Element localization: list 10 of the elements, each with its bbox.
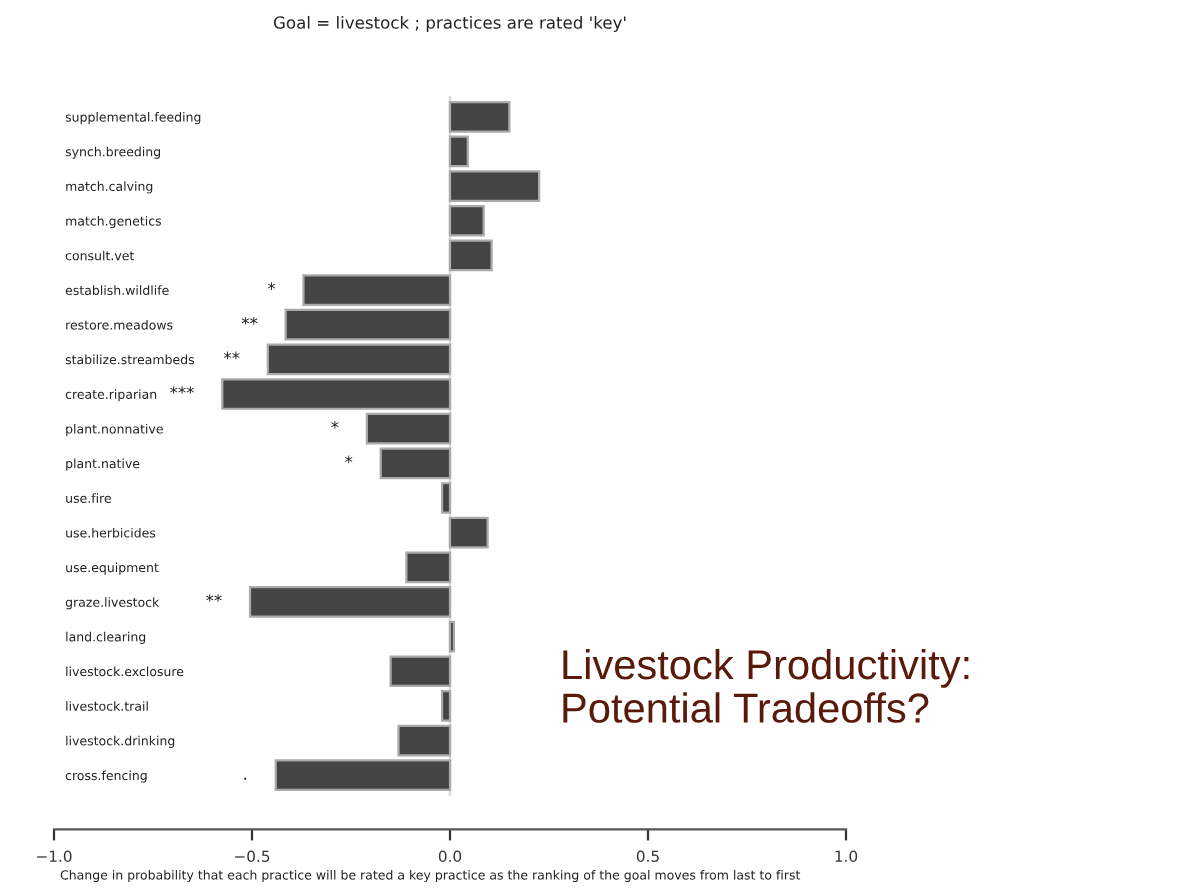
data-label: *** bbox=[170, 386, 195, 394]
annotation: Livestock Productivity: Potential Tradeoffs? bbox=[563, 648, 969, 723]
data-label: ** bbox=[223, 351, 240, 360]
data-label: . bbox=[244, 777, 247, 780]
data-label: * bbox=[267, 282, 276, 290]
data-label: ** bbox=[241, 316, 258, 325]
data-label: * bbox=[345, 455, 353, 464]
data-label: ** bbox=[206, 594, 222, 602]
chart-title: Goal = livestock ; practices are rated 'key' bbox=[273, 15, 626, 33]
data-label: * bbox=[331, 420, 339, 429]
